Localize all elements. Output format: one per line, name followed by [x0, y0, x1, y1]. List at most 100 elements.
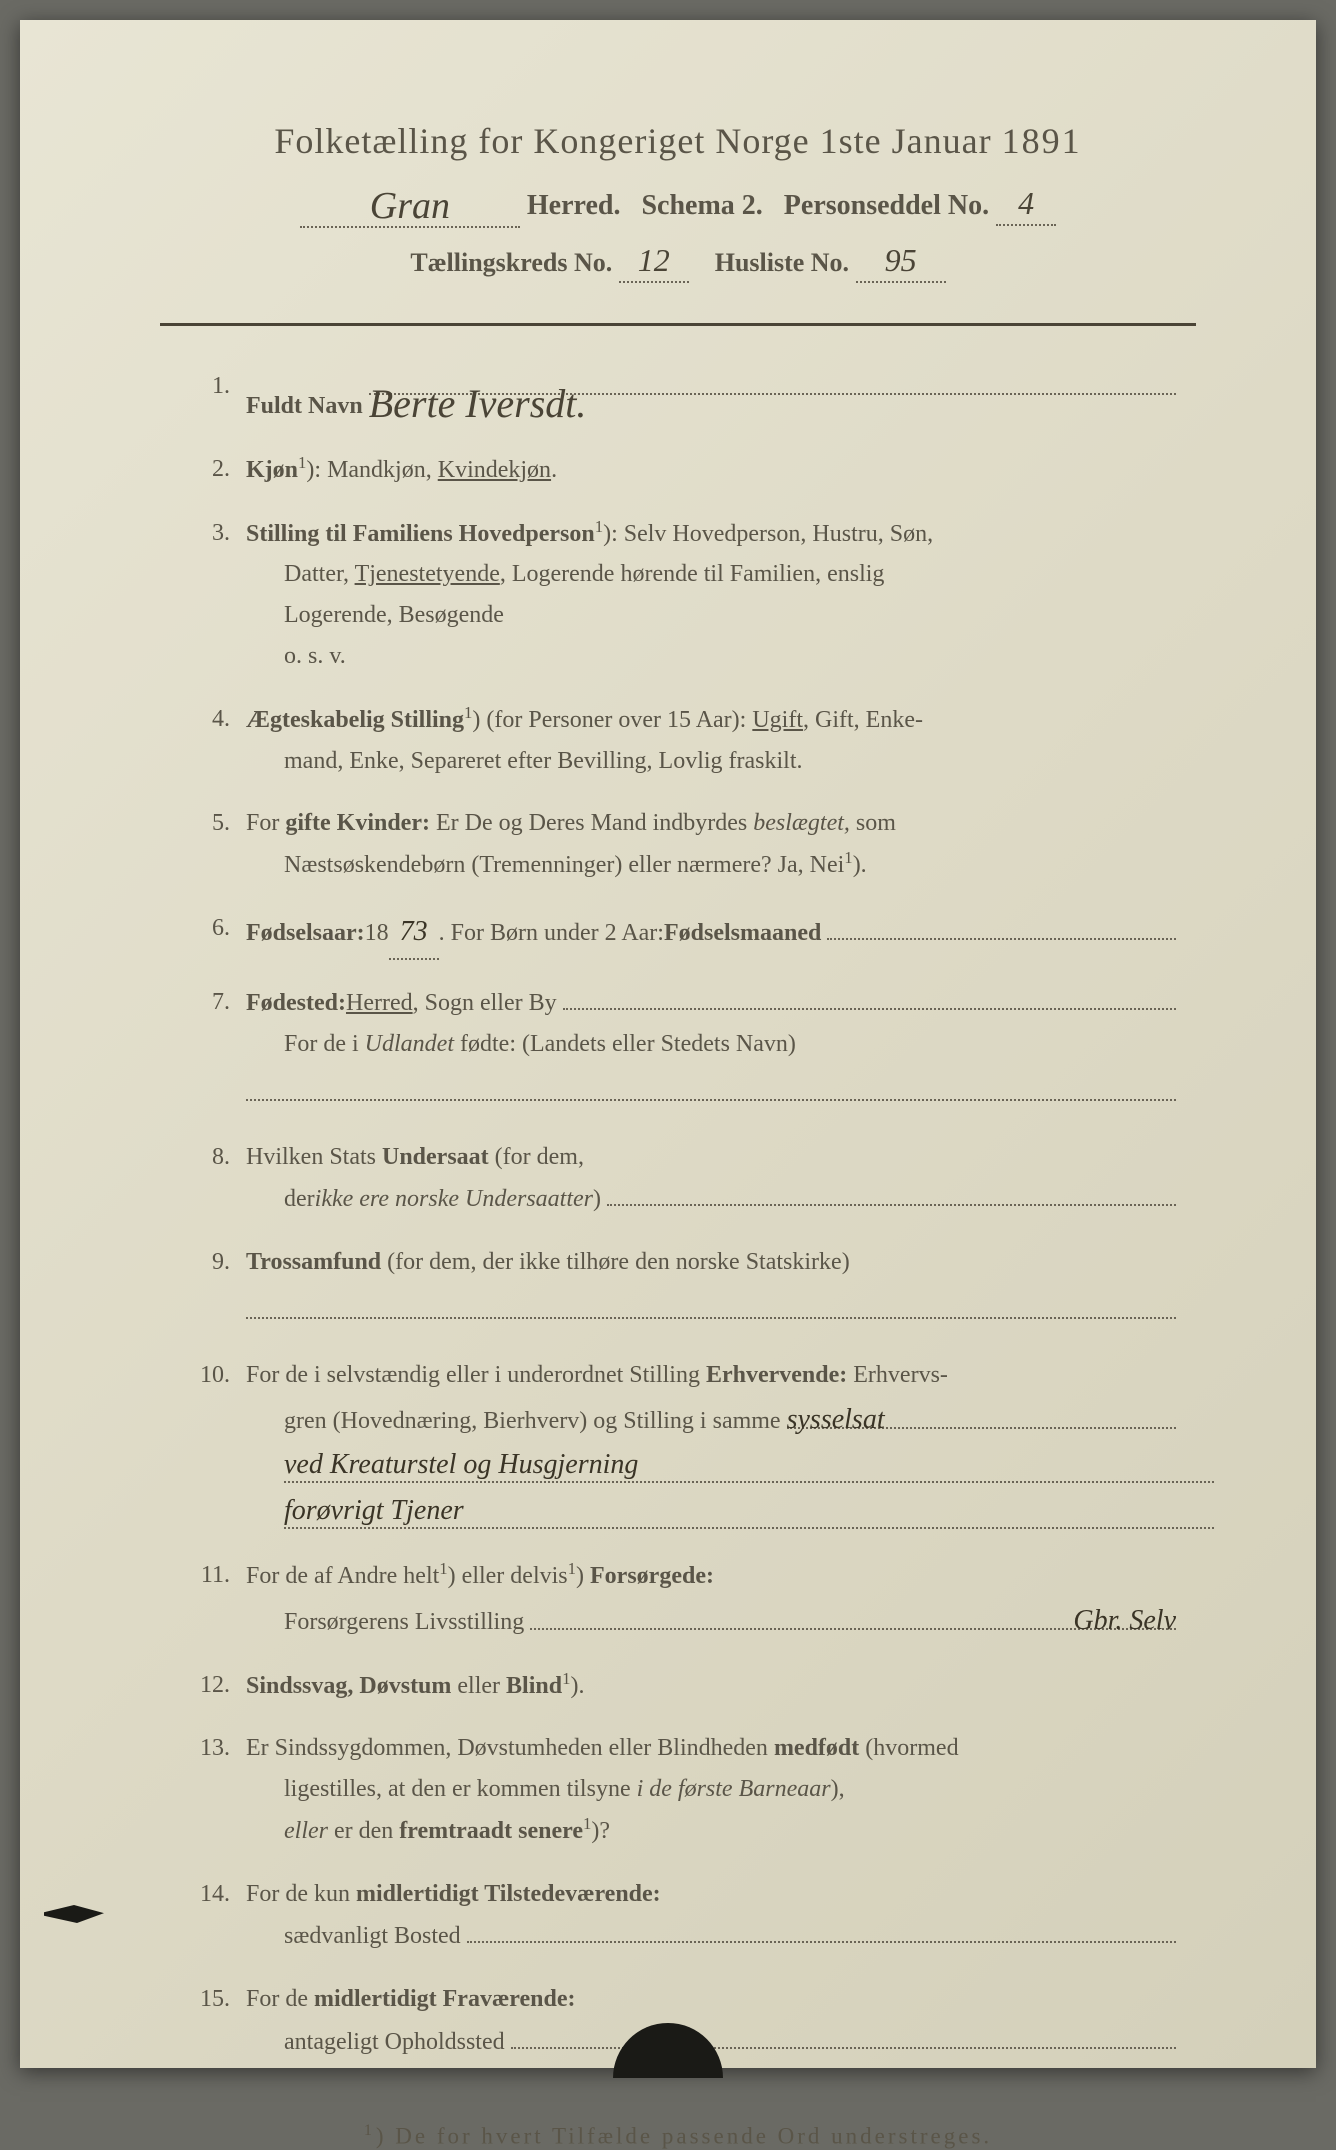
t: , Sogn eller By — [413, 983, 557, 1024]
entry-11-cont1: Forsørgerens Livsstilling Gbr. Selv — [246, 1597, 1176, 1643]
husliste-label: Husliste No. — [715, 248, 849, 277]
entry-body: Sindssvag, Døvstum eller Blind1). — [246, 1665, 1176, 1707]
entry-6-label2: Fødselsmaaned — [664, 913, 821, 954]
entry-5: 5. For gifte Kvinder: Er De og Deres Man… — [190, 803, 1176, 886]
t: ). — [570, 1673, 584, 1699]
document-header: Folketælling for Kongeriget Norge 1ste J… — [160, 120, 1196, 283]
t: (hvormed — [859, 1735, 958, 1761]
t: er den — [328, 1818, 399, 1844]
entry-12-label: Sindssvag, Døvstum — [246, 1673, 451, 1699]
entry-3-label: Stilling til Familiens Hovedperson — [246, 521, 595, 547]
entry-3-underlined: Tjenestetyende — [355, 561, 500, 587]
entry-2-b: ): Mandkjøn, — [306, 457, 437, 483]
entry-2-underlined: Kvindekjøn — [438, 457, 551, 483]
entry-2-kjon: Kjøn — [246, 457, 298, 483]
t: ) — [576, 1563, 590, 1589]
entry-6: 6. Fødselsaar: 1873 . For Børn under 2 A… — [190, 908, 1176, 960]
entry-body: Fødselsaar: 1873 . For Børn under 2 Aar:… — [246, 908, 1176, 960]
entry-4-cont1: mand, Enke, Separeret efter Bevilling, L… — [246, 741, 1176, 782]
entry-6-label: Fødselsaar: — [246, 913, 365, 954]
entry-13-ital2: eller — [284, 1818, 328, 1844]
entry-7-underlined: Herred — [346, 983, 413, 1024]
entry-7-label: Fødested: — [246, 983, 346, 1024]
entry-4-label: Ægteskabelig Stilling — [246, 707, 464, 733]
entry-number: 14. — [190, 1874, 246, 1915]
footnote-sup: 1 — [364, 2122, 376, 2139]
dotted-fill — [511, 2020, 1176, 2049]
entry-14: 14. For de kun midlertidigt Tilstedevære… — [190, 1874, 1176, 1957]
entry-10-hand3: forøvrigt Tjener — [284, 1487, 1214, 1529]
entry-number: 7. — [190, 982, 246, 1023]
entry-number: 2. — [190, 449, 246, 490]
entry-number: 5. — [190, 803, 246, 844]
entry-13: 13. Er Sindssygdommen, Døvstumheden elle… — [190, 1728, 1176, 1851]
t: som — [850, 810, 896, 836]
entry-3-cont3: o. s. v. — [246, 636, 1176, 677]
entry-body: Kjøn1): Mandkjøn, Kvindekjøn. — [246, 449, 1176, 491]
entry-4-underlined: Ugift — [752, 707, 803, 733]
dotted-fill — [563, 982, 1176, 1011]
entry-number: 1. — [190, 366, 246, 407]
t: ), — [831, 1776, 845, 1802]
entry-body: Er Sindssygdommen, Døvstumheden eller Bl… — [246, 1728, 1176, 1851]
t: Er Sindssygdommen, Døvstumheden eller Bl… — [246, 1735, 774, 1761]
t: Er De og Deres Mand indbyrdes — [430, 810, 753, 836]
t: ligestilles, at den er kommen tilsyne — [284, 1776, 637, 1802]
t: Næstsøskendebørn (Tremenninger) eller næ… — [284, 852, 844, 878]
entry-3: 3. Stilling til Familiens Hovedperson1):… — [190, 513, 1176, 677]
t: fødte: (Landets eller Stedets Navn) — [454, 1031, 796, 1057]
dotted-fill — [467, 1915, 1176, 1944]
entry-1-hand: Berte Iversdt. — [369, 370, 587, 438]
entry-number: 9. — [190, 1242, 246, 1283]
t: (for dem, der ikke tilhøre den norske St… — [381, 1249, 850, 1275]
entry-15-label: midlertidigt Fraværende: — [314, 1986, 576, 2012]
entry-body: Trossamfund (for dem, der ikke tilhøre d… — [246, 1242, 1176, 1333]
entry-3-after: ): Selv Hovedperson, Hustru, Søn, — [603, 521, 933, 547]
entry-11-hand: Gbr. Selv — [530, 1597, 1176, 1631]
entry-number: 13. — [190, 1728, 246, 1769]
t: gren (Hovednæring, Bierhverv) og Stillin… — [284, 1401, 781, 1442]
entry-body: Fødested: Herred, Sogn eller By For de i… — [246, 982, 1176, 1115]
entry-body: For gifte Kvinder: Er De og Deres Mand i… — [246, 803, 1176, 886]
entry-6-year-hand: 73 — [389, 908, 439, 960]
entry-1-field: Berte Iversdt. — [369, 366, 1176, 395]
entry-body: For de kun midlertidigt Tilstedeværende:… — [246, 1874, 1176, 1957]
entry-8-label: Undersaat — [382, 1144, 489, 1170]
entry-11-label: Forsørgede: — [590, 1563, 714, 1589]
t: eller — [451, 1673, 506, 1699]
entry-13-bold: fremtraadt senere — [399, 1818, 583, 1844]
title-line-1: Folketælling for Kongeriget Norge 1ste J… — [160, 120, 1196, 162]
entry-9: 9. Trossamfund (for dem, der ikke tilhør… — [190, 1242, 1176, 1333]
entry-10: 10. For de i selvstændig eller i underor… — [190, 1355, 1176, 1533]
herred-field: Gran — [300, 180, 520, 228]
t: Hvilken Stats — [246, 1144, 382, 1170]
entry-5-ital: beslægtet, — [753, 810, 850, 836]
t: For de kun — [246, 1881, 356, 1907]
entry-number: 15. — [190, 1979, 246, 2020]
entry-4: 4. Ægteskabelig Stilling1) (for Personer… — [190, 699, 1176, 782]
herred-handwritten: Gran — [370, 184, 450, 228]
title-line-2: Gran Herred. Schema 2. Personseddel No. … — [160, 180, 1196, 228]
entry-13-cont1: ligestilles, at den er kommen tilsyne i … — [246, 1769, 1176, 1810]
entry-3-cont2: Logerende, Besøgende — [246, 595, 1176, 636]
entry-number: 11. — [190, 1555, 246, 1596]
entries-list: 1. Fuldt Navn Berte Iversdt. 2. Kjøn1): … — [160, 366, 1196, 2062]
t: antageligt Opholdssted — [284, 2022, 505, 2063]
entry-number: 8. — [190, 1137, 246, 1178]
t: ) (for Personer over 15 Aar): — [472, 707, 752, 733]
document-page: Folketælling for Kongeriget Norge 1ste J… — [20, 20, 1316, 2068]
entry-7: 7. Fødested: Herred, Sogn eller By For d… — [190, 982, 1176, 1115]
entry-13-cont2: eller er den fremtraadt senere1)? — [246, 1810, 1176, 1852]
title-year: 1891 — [1002, 121, 1082, 161]
entry-number: 6. — [190, 908, 246, 949]
entry-1-label: Fuldt Navn — [246, 386, 363, 427]
t: ) — [593, 1179, 601, 1220]
dotted-line — [246, 1065, 1176, 1101]
entry-5-cont1: Næstsøskendebørn (Tremenninger) eller næ… — [246, 844, 1176, 886]
entry-body: Ægteskabelig Stilling1) (for Personer ov… — [246, 699, 1176, 782]
taellingskreds-label: Tællingskreds No. — [410, 248, 612, 277]
entry-body: For de i selvstændig eller i underordnet… — [246, 1355, 1176, 1533]
t: For — [246, 810, 285, 836]
entry-2-c: . — [551, 457, 557, 483]
personseddel-label: Personseddel No. — [784, 190, 989, 221]
